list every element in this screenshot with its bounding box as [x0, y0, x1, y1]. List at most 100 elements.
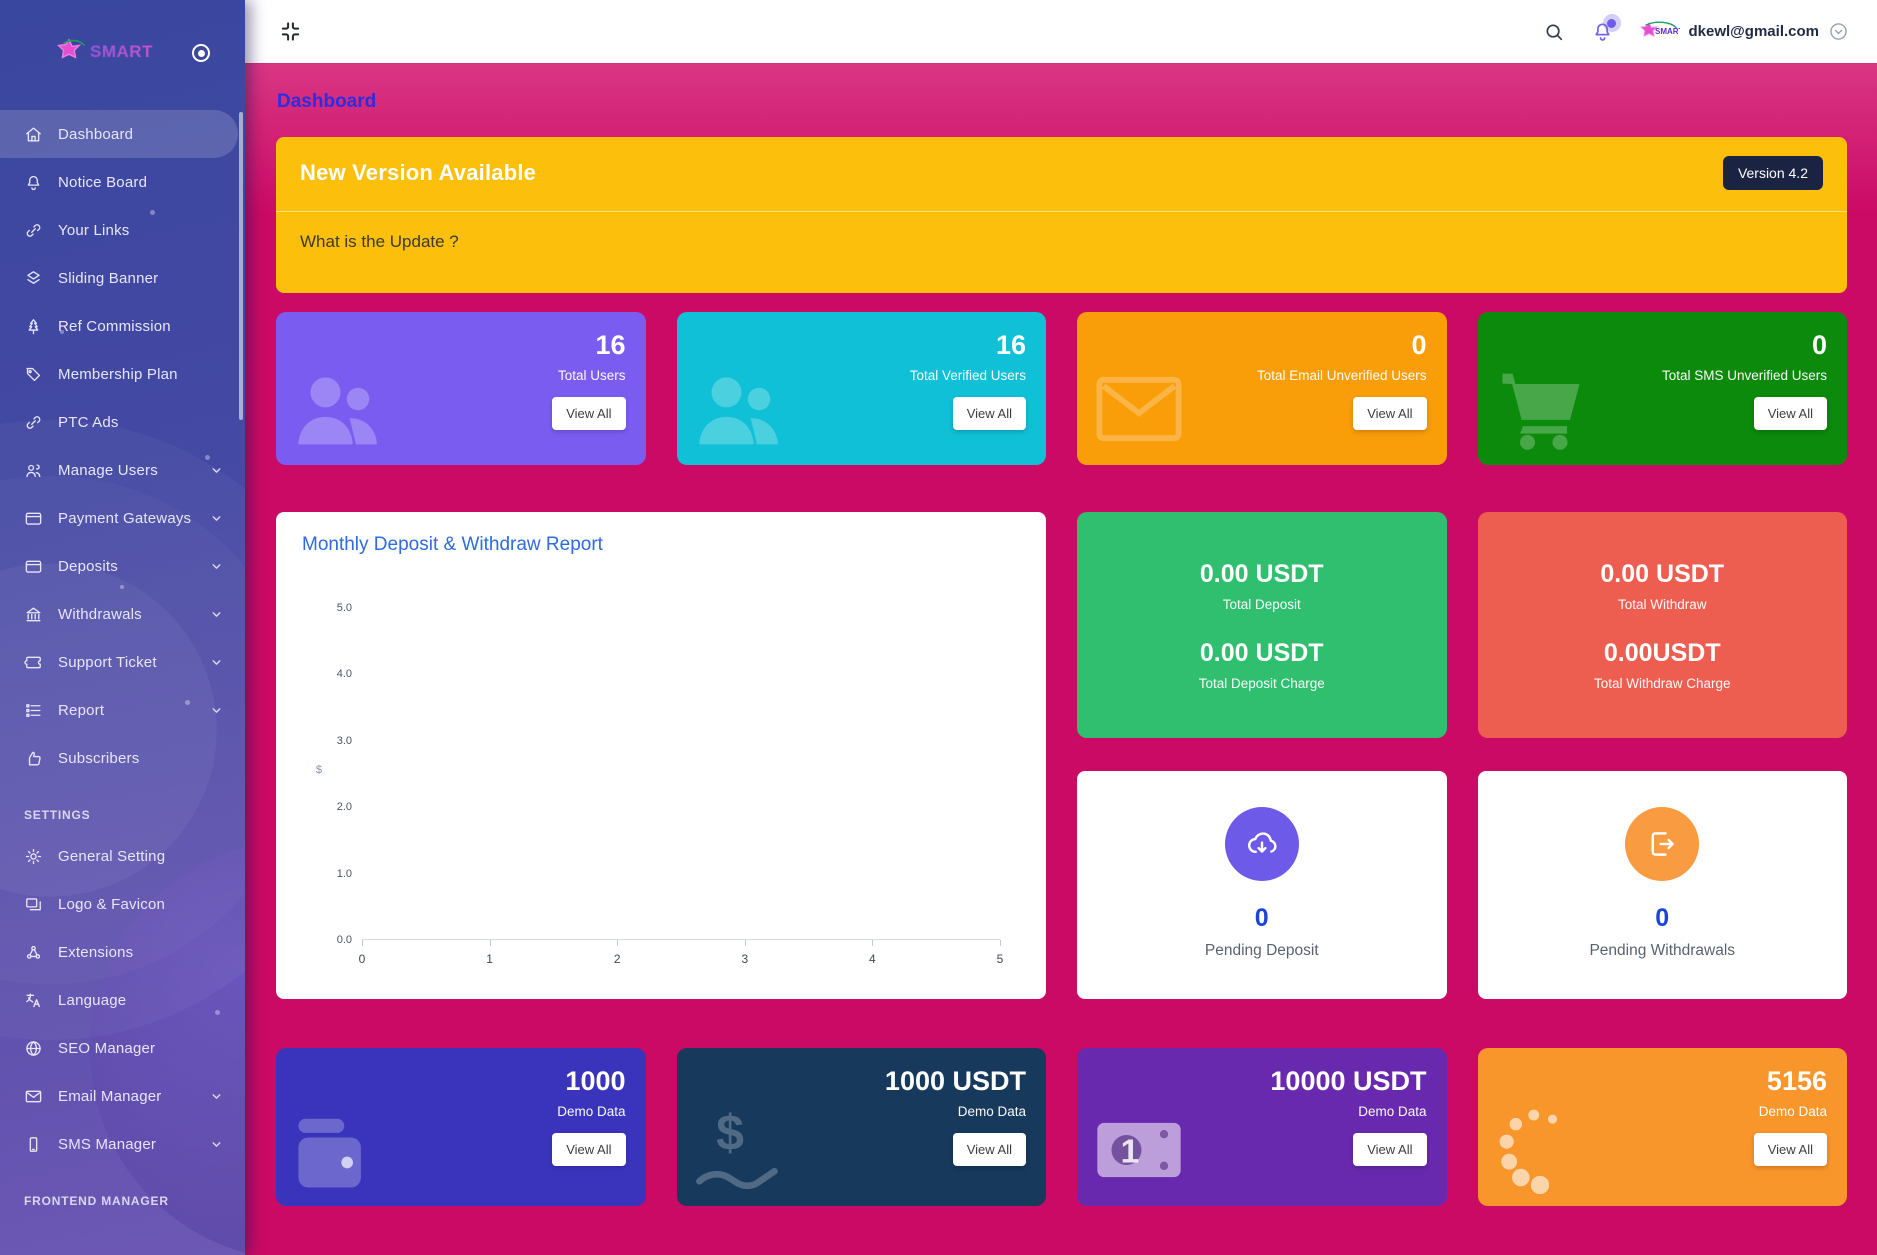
view-all-button[interactable]: View All	[952, 1133, 1026, 1166]
sidebar-item-deposits[interactable]: Deposits	[0, 542, 245, 590]
money-bill-icon: 1	[1089, 1100, 1189, 1200]
sidebar-item-dashboard[interactable]: Dashboard	[0, 110, 238, 158]
search-button[interactable]	[1543, 21, 1565, 43]
sidebar-item-email-manager[interactable]: Email Manager	[0, 1072, 245, 1120]
sidebar-item-subscribers[interactable]: Subscribers	[0, 734, 245, 782]
pending-deposit-value: 0	[1254, 904, 1269, 932]
chevron-down-circle-icon	[1828, 21, 1849, 42]
sidebar-item-label: Email Manager	[58, 1087, 162, 1105]
sidebar-scrollbar[interactable]	[239, 112, 243, 420]
sidebar-item-your-links[interactable]: Your Links	[0, 206, 245, 254]
sidebar-item-notice-board[interactable]: Notice Board	[0, 158, 245, 206]
sidebar-item-label: SEO Manager	[58, 1039, 156, 1057]
view-all-button[interactable]: View All	[1353, 397, 1427, 430]
total-deposit-card: 0.00 USDT Total Deposit 0.00 USDT Total …	[1077, 512, 1447, 738]
sidebar-nav: Dashboard Notice Board Your Links Slidin…	[0, 110, 245, 1218]
sidebar-item-label: Sliding Banner	[58, 269, 159, 287]
demo-card-4: 5156 Demo Data View All	[1477, 1048, 1847, 1206]
chevron-down-icon	[210, 1090, 223, 1103]
demo-card-3: 1 10000 USDT Demo Data View All	[1077, 1048, 1447, 1206]
chart-title: Monthly Deposit & Withdraw Report	[302, 534, 603, 555]
user-menu[interactable]: SMART dkewl@gmail.com	[1639, 21, 1850, 43]
pending-deposit-label: Pending Deposit	[1204, 942, 1319, 959]
sidebar-item-label: General Setting	[58, 847, 166, 865]
sidebar-item-withdrawals[interactable]: Withdrawals	[0, 590, 245, 638]
sidebar-item-seo-manager[interactable]: SEO Manager	[0, 1024, 245, 1072]
view-all-button[interactable]: View All	[1753, 1133, 1827, 1166]
sidebar-logo-row: SMART	[0, 0, 245, 104]
compress-icon	[281, 22, 300, 41]
pending-withdrawals-card: 0 Pending Withdrawals	[1477, 771, 1847, 999]
total-withdraw-charge-label: Total Withdraw Charge	[1593, 675, 1731, 691]
stat-value: 0	[1811, 330, 1827, 360]
svg-text:$: $	[716, 1105, 744, 1161]
view-all-button[interactable]: View All	[1753, 397, 1827, 430]
x-tick: 1	[486, 952, 493, 966]
y-tick: 2.0	[336, 801, 352, 814]
sidebar-item-extensions[interactable]: Extensions	[0, 928, 245, 976]
stat-card-sms-unverified: 0 Total SMS Unverified Users View All	[1477, 312, 1847, 465]
sidebar-item-manage-users[interactable]: Manage Users	[0, 446, 245, 494]
demo-value: 5156	[1766, 1066, 1827, 1096]
app-logo[interactable]: SMART	[56, 37, 153, 67]
version-badge[interactable]: Version 4.2	[1722, 156, 1823, 190]
total-withdraw-card: 0.00 USDT Total Withdraw 0.00USDT Total …	[1477, 512, 1847, 738]
users-icon	[288, 359, 388, 459]
sidebar-item-membership-plan[interactable]: Membership Plan	[0, 350, 245, 398]
total-deposit-charge-label: Total Deposit Charge	[1198, 675, 1325, 691]
sidebar-item-label: Withdrawals	[58, 605, 142, 623]
svg-text:SMART: SMART	[1655, 27, 1680, 36]
sidebar-item-sms-manager[interactable]: SMS Manager	[0, 1120, 245, 1168]
x-tick-mark	[1000, 940, 1001, 946]
x-tick-mark	[872, 940, 874, 946]
avatar: SMART	[1639, 21, 1680, 37]
y-tick: 3.0	[336, 734, 352, 747]
total-deposit-value: 0.00 USDT	[1199, 559, 1324, 588]
total-deposit-label: Total Deposit	[1222, 596, 1301, 612]
sidebar-item-support-ticket[interactable]: Support Ticket	[0, 638, 245, 686]
dots-spinner-icon	[1490, 1100, 1590, 1200]
chevron-down-icon	[210, 1138, 223, 1151]
demo-card-1: 1000 Demo Data View All	[276, 1048, 646, 1206]
banner-body-text: What is the Update ?	[300, 232, 459, 251]
view-all-button[interactable]: View All	[1353, 1133, 1427, 1166]
main-content: Dashboard New Version Available Version …	[245, 63, 1877, 1255]
sidebar-item-label: Report	[58, 701, 105, 719]
view-all-button[interactable]: View All	[552, 397, 626, 430]
tag-icon	[24, 365, 43, 384]
sidebar-item-ptc-ads[interactable]: PTC Ads	[0, 398, 245, 446]
stat-label: Total SMS Unverified Users	[1661, 368, 1827, 383]
sidebar-item-label: Subscribers	[58, 749, 140, 767]
link-icon	[24, 221, 43, 240]
view-all-button[interactable]: View All	[552, 1133, 626, 1166]
sidebar-section-frontend: FRONTEND MANAGER	[24, 1194, 169, 1208]
sidebar-collapse-button[interactable]	[279, 20, 302, 43]
sidebar-item-ref-commission[interactable]: Ref Commission	[0, 302, 245, 350]
x-tick-mark	[362, 940, 363, 946]
frames-icon	[24, 895, 43, 914]
sidebar-item-general-setting[interactable]: General Setting	[0, 832, 245, 880]
x-tick-mark	[489, 940, 491, 946]
credit-card-icon	[24, 557, 43, 576]
x-tick: 4	[869, 952, 876, 966]
sidebar-item-report[interactable]: Report	[0, 686, 245, 734]
pending-withdrawals-label: Pending Withdrawals	[1589, 942, 1736, 959]
notification-badge-dot	[1606, 19, 1616, 28]
x-tick-mark	[617, 940, 619, 946]
stat-value: 0	[1411, 330, 1427, 360]
envelope-icon	[1089, 359, 1189, 459]
sidebar-item-payment-gateways[interactable]: Payment Gateways	[0, 494, 245, 542]
topbar: SMART dkewl@gmail.com	[245, 0, 1877, 63]
chart-x-axis	[362, 939, 1000, 940]
sidebar-item-label: Membership Plan	[58, 365, 178, 383]
svg-text:1: 1	[1121, 1134, 1140, 1171]
sidebar: SMART Dashboard Notice Board Your Links …	[0, 0, 245, 1255]
sidebar-item-sliding-banner[interactable]: Sliding Banner	[0, 254, 245, 302]
view-all-button[interactable]: View All	[952, 397, 1026, 430]
y-tick: 0.0	[336, 934, 352, 946]
sidebar-item-language[interactable]: Language	[0, 976, 245, 1024]
x-tick-mark	[744, 940, 746, 946]
notifications-button[interactable]	[1591, 14, 1621, 43]
sidebar-item-logo-favicon[interactable]: Logo & Favicon	[0, 880, 245, 928]
sidebar-toggle-button[interactable]	[192, 44, 210, 62]
